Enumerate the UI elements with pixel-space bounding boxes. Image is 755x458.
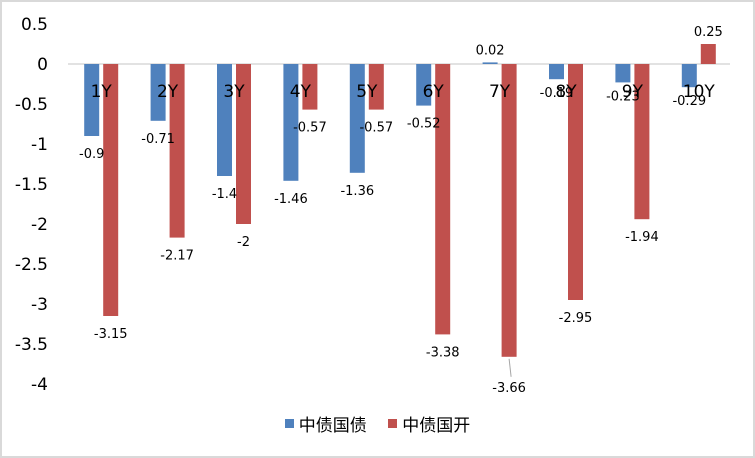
y-tick-label: 0.5	[21, 15, 48, 35]
y-tick-label: -2	[31, 215, 48, 235]
data-label: -0.29	[672, 94, 706, 109]
bar-cdb-6Y[interactable]	[435, 64, 451, 335]
bar-cdb-9Y[interactable]	[634, 64, 650, 220]
bar-treasury-3Y[interactable]	[217, 64, 232, 176]
bar-cdb-7Y[interactable]	[501, 64, 517, 357]
bar-treasury-7Y[interactable]	[482, 62, 498, 64]
data-label: -2.95	[559, 311, 593, 326]
data-label: -3.66	[492, 381, 526, 396]
legend-label-treasury: 中债国债	[298, 416, 367, 436]
bar-cdb-4Y[interactable]	[302, 64, 318, 110]
data-label: -0.9	[79, 147, 104, 162]
bar-treasury-2Y[interactable]	[150, 64, 166, 121]
data-label: -2.17	[160, 249, 194, 264]
y-tick-label: -0.5	[15, 95, 48, 115]
leader-line	[508, 358, 512, 377]
data-label: -0.57	[359, 121, 393, 136]
y-tick-label: -1	[31, 135, 48, 155]
chart-legend: 中债国债 中债国开	[0, 411, 755, 436]
data-label: -1.4	[212, 187, 237, 202]
bar-cdb-2Y[interactable]	[169, 64, 185, 238]
bar-cdb-1Y[interactable]	[103, 64, 119, 316]
bar-cdb-5Y[interactable]	[368, 64, 384, 110]
y-tick-label: -3.5	[15, 335, 48, 355]
data-label: -0.71	[141, 132, 175, 147]
x-category-label: 10Y	[683, 82, 716, 102]
bar-treasury-10Y[interactable]	[681, 64, 697, 88]
x-category-label: 1Y	[91, 82, 113, 102]
data-label: -0.19	[540, 86, 574, 101]
data-label: -1.94	[625, 230, 659, 245]
bar-treasury-8Y[interactable]	[549, 64, 564, 80]
data-label: -0.52	[407, 117, 441, 132]
data-label: 0.25	[694, 25, 723, 40]
bar-treasury-4Y[interactable]	[283, 64, 299, 181]
data-label: -2	[237, 235, 250, 250]
bar-cdb-3Y[interactable]	[236, 64, 251, 224]
data-label: 0.02	[476, 43, 505, 58]
x-category-label: 3Y	[223, 82, 245, 102]
bar-treasury-9Y[interactable]	[615, 64, 631, 83]
legend-item-cdb[interactable]: 中债国开	[388, 411, 470, 436]
y-tick-label: -2.5	[15, 255, 48, 275]
data-label: -0.57	[293, 121, 327, 136]
y-tick-label: -1.5	[15, 175, 48, 195]
legend-swatch-cdb	[388, 419, 398, 428]
data-label: -0.23	[606, 89, 640, 104]
data-label: -3.15	[94, 327, 128, 342]
x-category-label: 8Y	[555, 82, 577, 102]
x-category-label: 5Y	[356, 82, 378, 102]
bar-treasury-6Y[interactable]	[416, 64, 432, 106]
x-category-label: 6Y	[423, 82, 445, 102]
bar-treasury-1Y[interactable]	[84, 64, 100, 136]
data-label: -1.36	[340, 184, 374, 199]
bar-cdb-8Y[interactable]	[568, 64, 583, 300]
y-tick-label: -4	[31, 375, 48, 395]
bar-treasury-5Y[interactable]	[349, 64, 365, 173]
legend-item-treasury[interactable]: 中债国债	[284, 411, 367, 436]
x-category-label: 2Y	[157, 82, 179, 102]
bar-cdb-10Y[interactable]	[700, 44, 716, 64]
y-tick-label: 0	[37, 55, 48, 75]
legend-label-cdb: 中债国开	[402, 416, 471, 436]
legend-swatch-treasury	[284, 419, 294, 428]
x-category-label: 4Y	[290, 82, 312, 102]
x-category-label: 7Y	[489, 82, 511, 102]
y-tick-label: -3	[31, 295, 48, 315]
data-label: -1.46	[274, 192, 308, 207]
x-category-label: 9Y	[622, 82, 644, 102]
data-label: -3.38	[426, 345, 460, 360]
